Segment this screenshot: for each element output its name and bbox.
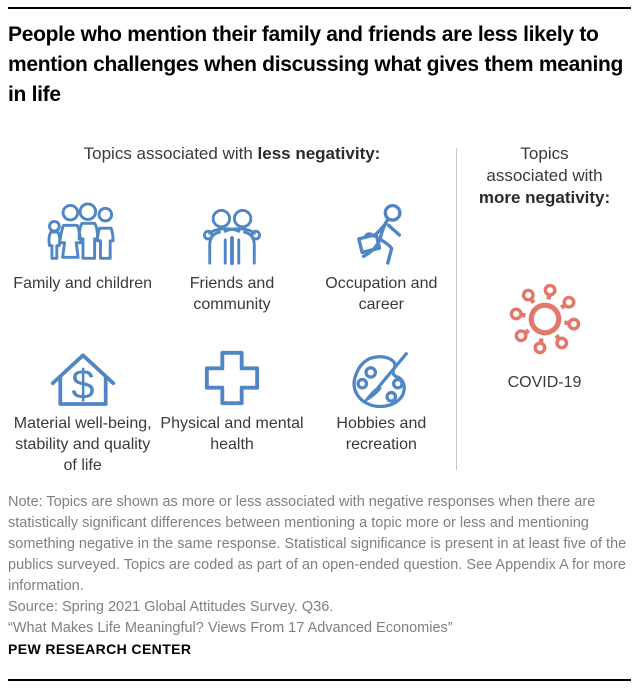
virus-icon xyxy=(508,282,582,356)
topic-health: Physical and mental health xyxy=(157,336,306,476)
topic-label: COVID-19 xyxy=(507,374,582,391)
topic-label: Family and children xyxy=(13,275,153,292)
page-title: People who mention their family and frie… xyxy=(8,23,624,106)
note-text: Note: Topics are shown as more or less a… xyxy=(8,494,627,594)
topic-label: Occupation and career xyxy=(325,275,438,313)
family-icon xyxy=(44,196,122,268)
more-header-bold: more negativity: xyxy=(478,188,611,207)
friends-icon xyxy=(201,196,263,268)
less-negativity-row-1: Family and children xyxy=(8,196,456,315)
less-header-prefix: Topics associated with xyxy=(83,144,258,163)
topic-material: $ Material well-being, stability and qua… xyxy=(8,336,157,476)
footer: Note: Topics are shown as more or less a… xyxy=(8,492,631,660)
less-negativity-header: Topics associated with less negativity: xyxy=(8,143,456,165)
palette-icon xyxy=(348,336,414,408)
topic-friends: Friends and community xyxy=(157,196,306,315)
topic-occupation: Occupation and career xyxy=(307,196,456,315)
more-header-line2: associated with xyxy=(486,166,603,185)
bottom-rule xyxy=(8,679,631,681)
topic-label: Friends and community xyxy=(189,275,275,313)
more-header-line1: Topics xyxy=(520,144,569,163)
source-text: Source: Spring 2021 Global Attitudes Sur… xyxy=(8,599,334,615)
house-dollar-icon: $ xyxy=(48,336,118,408)
medical-cross-icon xyxy=(202,336,262,408)
report-title-text: “What Makes Life Meaningful? Views From … xyxy=(8,620,453,636)
topic-label: Material well-being, stability and quali… xyxy=(13,415,152,474)
topic-label: Hobbies and recreation xyxy=(336,415,427,453)
topic-family: Family and children xyxy=(8,196,157,315)
less-negativity-row-2: $ Material well-being, stability and qua… xyxy=(8,336,456,476)
more-negativity-header: Topics associated with more negativity: xyxy=(458,143,631,209)
top-rule xyxy=(8,7,631,9)
occupation-icon xyxy=(353,196,409,268)
brand-name: PEW RESEARCH CENTER xyxy=(8,641,192,657)
less-header-bold: less negativity: xyxy=(257,144,381,163)
topic-hobbies: Hobbies and recreation xyxy=(307,336,456,476)
column-divider xyxy=(456,148,457,470)
svg-text:$: $ xyxy=(71,360,94,407)
topic-label: Physical and mental health xyxy=(160,415,304,453)
more-negativity-item: COVID-19 xyxy=(458,282,631,393)
